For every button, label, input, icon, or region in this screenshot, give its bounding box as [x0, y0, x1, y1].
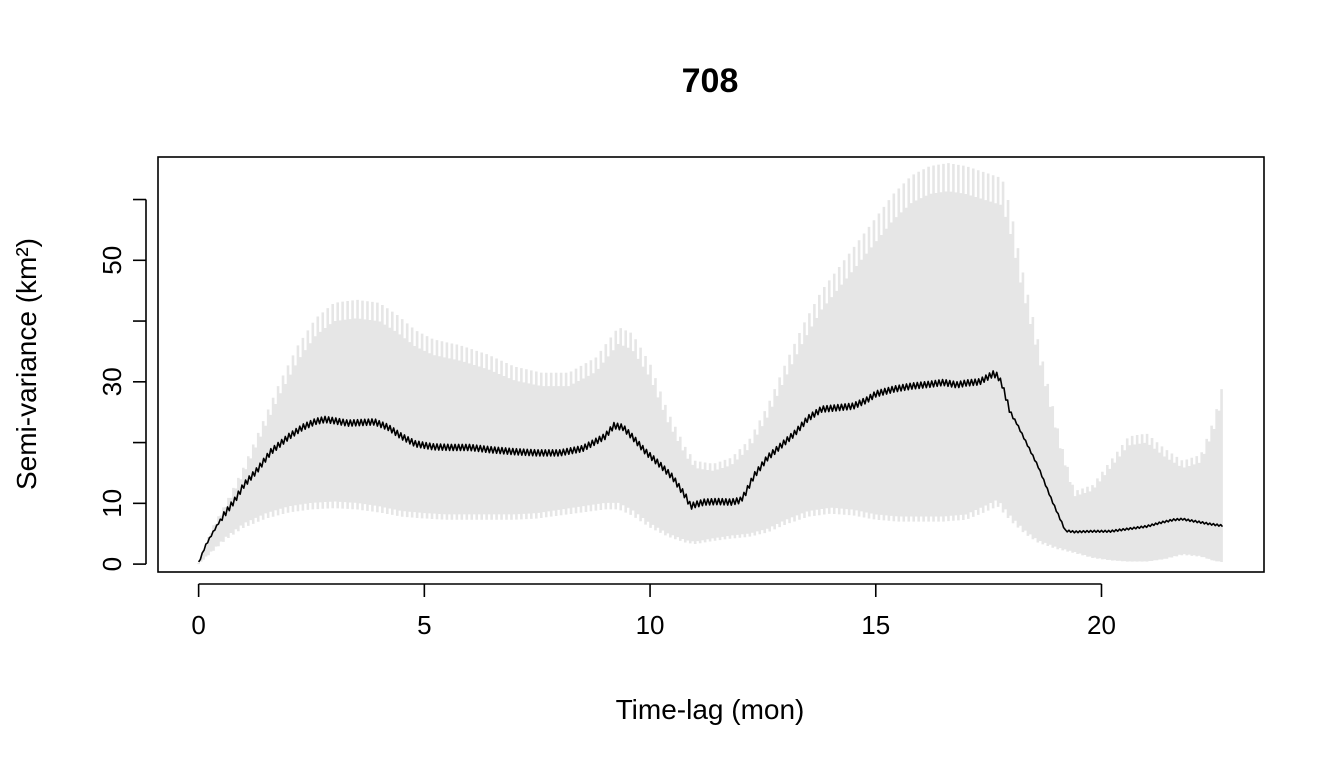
x-tick-label: 10	[636, 610, 665, 640]
x-axis-label: Time-lag (mon)	[616, 694, 805, 725]
chart-title: 708	[682, 62, 739, 100]
y-tick-label: 50	[97, 246, 127, 275]
x-tick-label: 0	[191, 610, 205, 640]
semivariance-estimate-line	[197, 370, 1224, 563]
x-axis: 0 5 10 15 20	[191, 583, 1116, 640]
y-tick-label: 10	[97, 489, 127, 518]
y-axis-label: Semi-variance (km²)	[11, 238, 42, 490]
x-tick-label: 20	[1087, 610, 1116, 640]
y-tick-label: 30	[97, 367, 127, 396]
semivariance-line	[197, 370, 1224, 563]
x-tick-label: 15	[861, 610, 890, 640]
x-tick-label: 5	[417, 610, 431, 640]
y-tick-label: 0	[97, 557, 127, 571]
y-axis: 0 10 30 50	[97, 198, 147, 571]
plot-frame	[157, 156, 1265, 573]
